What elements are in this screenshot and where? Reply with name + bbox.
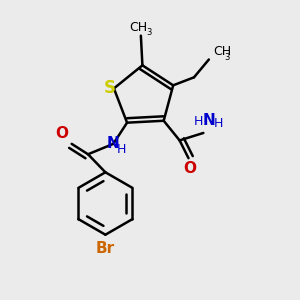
Text: H: H <box>214 117 223 130</box>
Text: 3: 3 <box>224 53 230 62</box>
Text: H: H <box>117 143 126 156</box>
Text: Br: Br <box>96 241 115 256</box>
Text: CH: CH <box>213 45 231 58</box>
Text: 3: 3 <box>146 28 152 37</box>
Text: N: N <box>107 136 120 152</box>
Text: N: N <box>202 113 215 128</box>
Text: O: O <box>184 161 196 176</box>
Text: H: H <box>194 116 203 128</box>
Text: CH: CH <box>129 21 147 34</box>
Text: O: O <box>55 126 68 141</box>
Text: S: S <box>103 80 116 98</box>
